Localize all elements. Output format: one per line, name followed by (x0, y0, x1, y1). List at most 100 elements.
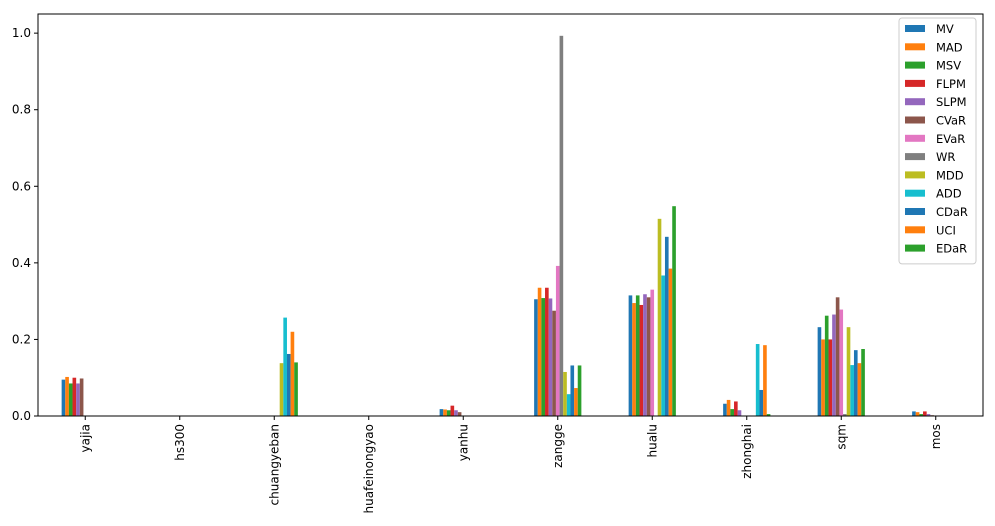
bar-msv-zhonghai (730, 409, 735, 416)
legend-label-mv: MV (936, 22, 954, 36)
plot-frame (37, 13, 984, 417)
y-tick-label: 0.4 (12, 256, 31, 270)
bar-uci-zhonghai (763, 345, 767, 416)
legend-label-wr: WR (936, 150, 955, 164)
bar-flpm-yanhu (450, 405, 455, 416)
bar-mad-zhonghai (726, 399, 731, 416)
bar-msv-hualu (635, 295, 640, 416)
legend-swatch-evar (905, 134, 925, 142)
bar-uci-zangge (574, 388, 578, 416)
legend-label-add: ADD (936, 187, 962, 201)
bar-msv-yajia (68, 383, 73, 416)
legend-swatch-cdar (905, 208, 925, 215)
bar-cdar-sqm (853, 350, 858, 416)
bar-add-zangge (566, 394, 571, 416)
bar-flpm-yajia (72, 377, 77, 416)
bar-msv-mos (919, 414, 924, 416)
legend-swatch-mdd (905, 171, 925, 179)
bar-cdar-chuangyeban (286, 353, 291, 416)
legend-swatch-msv (905, 61, 925, 69)
bar-mdd-zangge (563, 371, 567, 416)
legend-swatch-uci (905, 226, 925, 234)
legend-label-flpm: FLPM (936, 77, 966, 91)
bar-flpm-hualu (639, 304, 644, 416)
legend-label-slpm: SLPM (936, 95, 967, 109)
x-tick-label: hualu (645, 424, 659, 458)
bar-mdd-hualu (657, 218, 662, 416)
bar-add-zhonghai (755, 344, 760, 416)
bar-msv-zangge (541, 298, 546, 416)
bar-flpm-mos (923, 411, 927, 416)
bar-slpm-mos (926, 414, 931, 416)
legend-swatch-mv (905, 25, 925, 32)
bar-mad-sqm (821, 339, 825, 416)
legend-label-cvar: CVaR (936, 114, 966, 128)
legend-label-cdar: CDaR (936, 205, 968, 219)
legend-swatch-edar (905, 244, 925, 252)
legend: MV MAD MSV FLPM SLPM CVaR EVaR WR MDD ADD CDaR UCI E… (898, 17, 977, 265)
bar-cvar-yajia (79, 378, 84, 416)
bar-cdar-hualu (664, 236, 669, 416)
legend-label-mad: MAD (936, 40, 963, 54)
legend-label-mdd: MDD (936, 168, 964, 182)
bar-mad-yajia (65, 376, 69, 416)
bar-mad-zangge (537, 287, 542, 416)
bar-edar-zhonghai (766, 414, 771, 416)
bars-layer (61, 35, 934, 416)
legend-label-msv: MSV (936, 59, 961, 73)
bar-slpm-hualu (643, 294, 647, 416)
bar-mdd-chuangyeban (279, 363, 284, 416)
y-tick-label: 0.0 (12, 409, 31, 423)
bar-wr-zangge (559, 35, 564, 416)
legend-label-uci: UCI (936, 223, 956, 237)
x-tick-label: huafeinongyao (362, 424, 376, 513)
bar-mv-yajia (61, 379, 66, 416)
legend-label-edar: EDaR (936, 242, 967, 256)
bar-evar-zangge (555, 265, 560, 416)
bar-edar-zangge (577, 365, 582, 416)
bar-mv-mos (912, 411, 916, 416)
bar-uci-sqm (857, 363, 862, 416)
bar-evar-hualu (650, 289, 655, 416)
bar-msv-yanhu (446, 410, 451, 416)
legend-swatch-cvar (905, 116, 925, 124)
bar-add-hualu (661, 275, 665, 416)
bar-cvar-zangge (552, 310, 556, 416)
bar-edar-hualu (672, 206, 676, 416)
bar-mad-yanhu (443, 409, 447, 416)
bar-cdar-zhonghai (759, 389, 764, 416)
bar-edar-chuangyeban (294, 362, 298, 416)
bar-cvar-sqm (835, 297, 840, 416)
legend-swatch-flpm (905, 79, 925, 87)
x-tick-label: yanhu (456, 424, 470, 461)
axes-layer: 0.0 0.2 0.4 0.6 0.8 1.0 yajia hs300 chuangyeban h… (12, 13, 984, 513)
y-tick-label: 1.0 (12, 26, 31, 40)
bar-uci-chuangyeban (290, 331, 295, 416)
x-tick-label: yajia (78, 424, 92, 452)
x-tick-label: sqm (834, 424, 848, 450)
bar-mdd-sqm (846, 327, 851, 416)
bar-mad-hualu (632, 303, 636, 416)
legend-label-evar: EVaR (936, 132, 965, 146)
bar-slpm-zhonghai (737, 410, 742, 416)
legend-swatch-add (905, 189, 925, 197)
bar-wr-sqm (843, 414, 847, 416)
legend-box (898, 17, 977, 265)
bar-mv-sqm (817, 327, 822, 416)
y-tick-label: 0.6 (12, 179, 31, 193)
bar-cdar-zangge (570, 365, 575, 416)
x-tick-label: mos (929, 424, 943, 449)
bar-edar-sqm (861, 349, 865, 416)
x-tick-label: zhonghai (740, 424, 754, 479)
bar-slpm-zangge (548, 298, 553, 416)
bar-uci-hualu (668, 268, 673, 416)
bar-mad-mos (915, 412, 920, 416)
bar-mv-zangge (534, 299, 538, 416)
x-tick-label: zangge (551, 424, 565, 468)
legend-swatch-mad (905, 43, 925, 51)
bar-flpm-sqm (828, 339, 833, 416)
x-tick-label: hs300 (173, 424, 187, 461)
bar-slpm-yanhu (454, 410, 458, 416)
bar-add-chuangyeban (283, 317, 287, 416)
